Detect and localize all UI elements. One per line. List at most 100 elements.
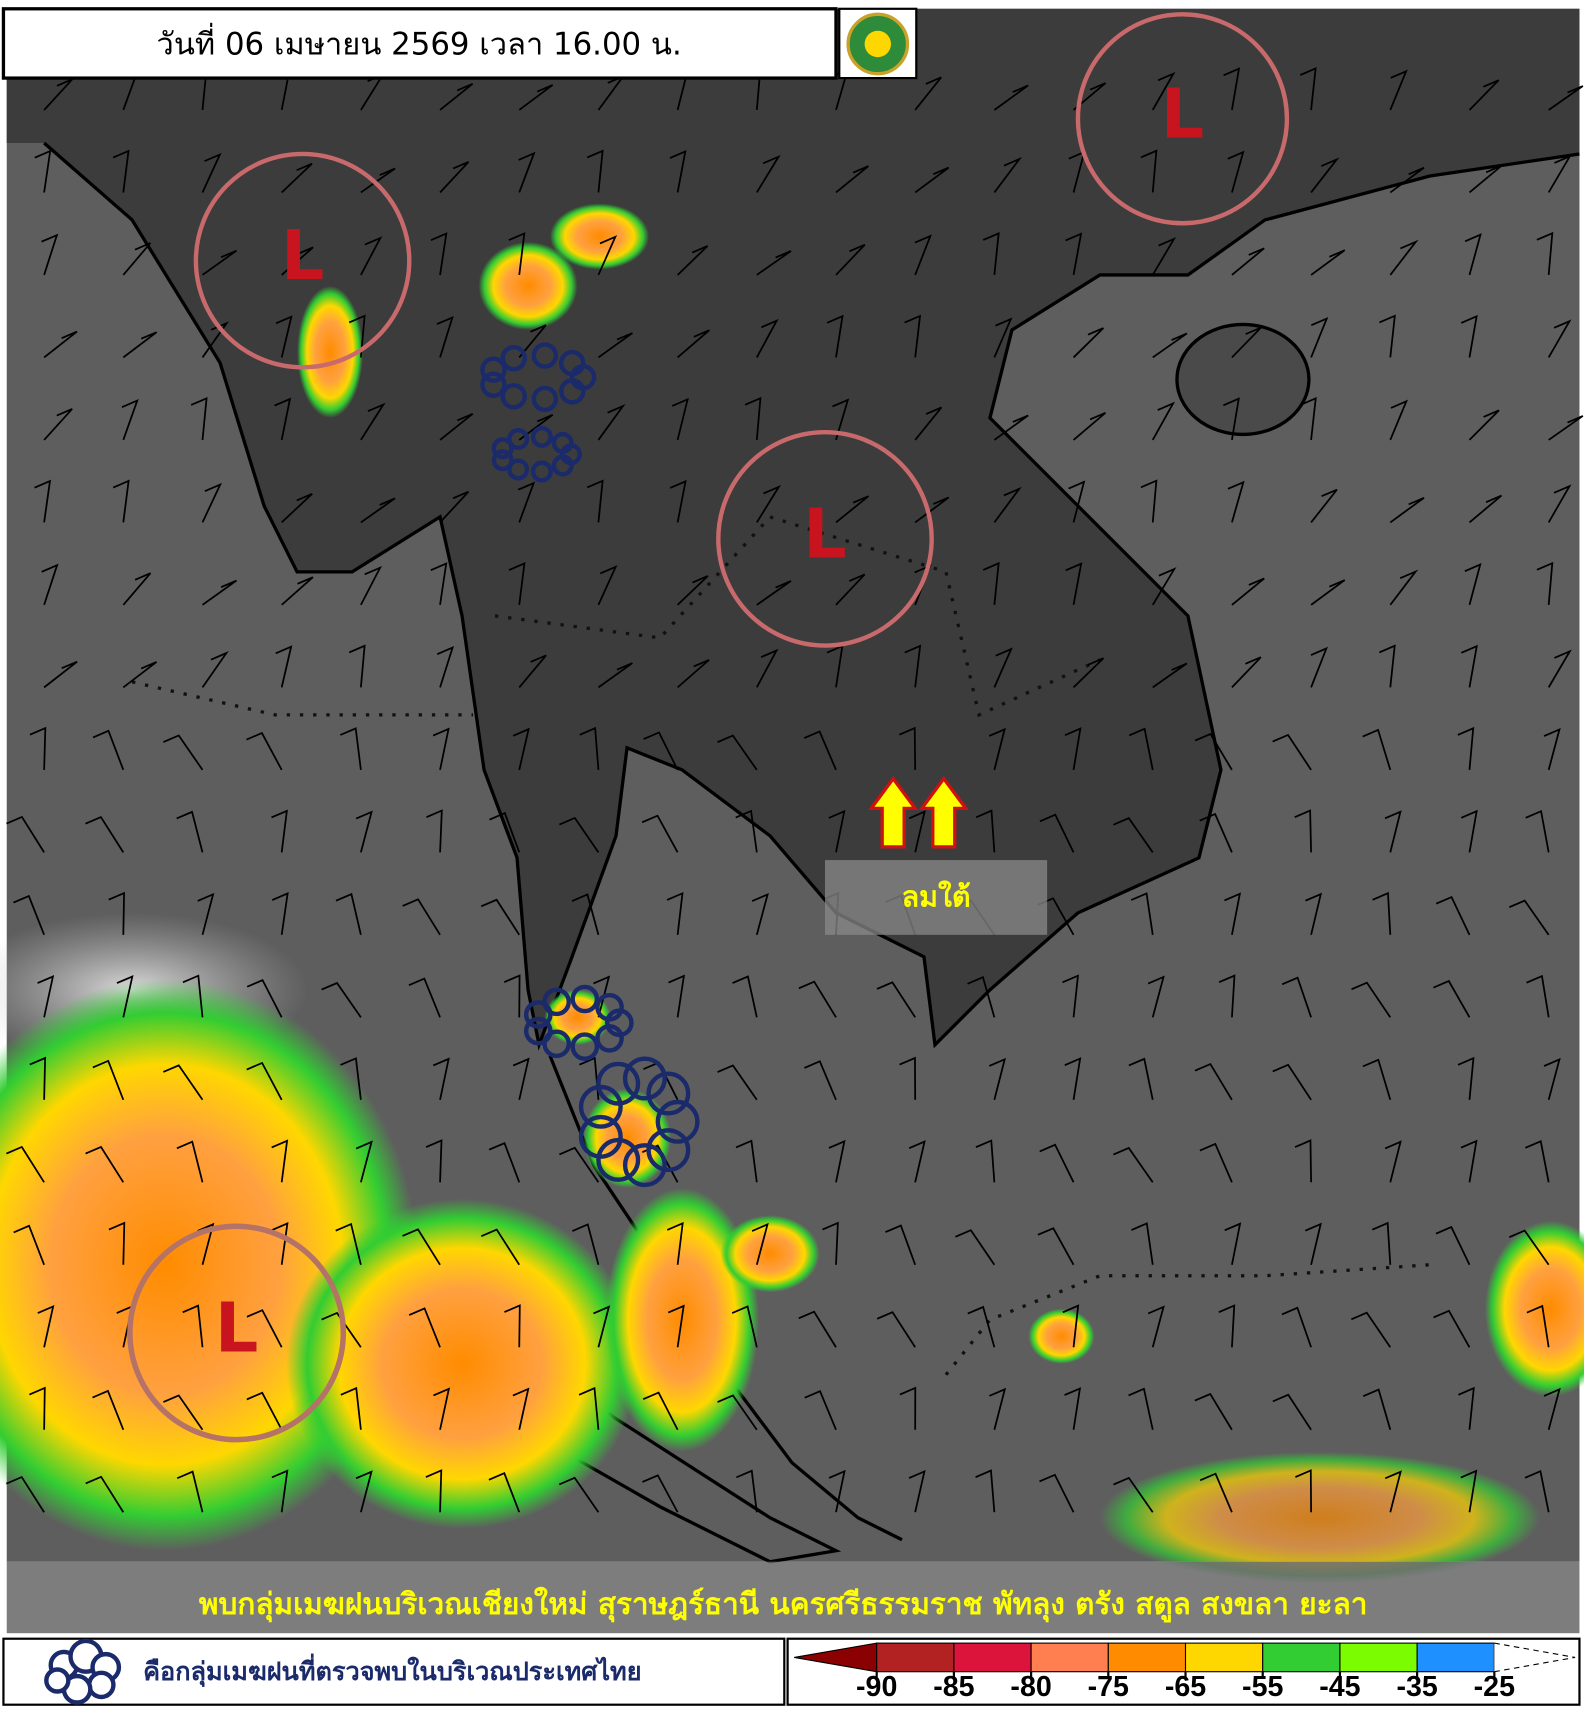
cloud-lobe bbox=[542, 987, 571, 1017]
wind-barb bbox=[1435, 1225, 1471, 1266]
legend-cloud-icon bbox=[44, 1638, 122, 1705]
wind-barb bbox=[1543, 1387, 1561, 1430]
scale-segment bbox=[1416, 1642, 1495, 1673]
cloud-lobe bbox=[551, 431, 574, 454]
wind-barb bbox=[439, 82, 474, 111]
wind-barb bbox=[1281, 976, 1312, 1018]
wind-note-box bbox=[824, 860, 1048, 935]
wind-barb bbox=[360, 236, 383, 276]
wind-barb bbox=[717, 734, 758, 771]
wind-barb bbox=[666, 891, 684, 935]
wind-barb bbox=[37, 975, 55, 1018]
wind-barb bbox=[744, 396, 762, 441]
wind-barb bbox=[1223, 67, 1241, 111]
wind-barb bbox=[1543, 727, 1561, 771]
low-circle bbox=[716, 430, 934, 648]
wind-barb bbox=[433, 1387, 451, 1430]
wind-barb bbox=[751, 1222, 769, 1266]
wind-barb bbox=[92, 1389, 125, 1431]
wind-barb bbox=[1299, 67, 1317, 111]
wind-barb bbox=[1389, 399, 1408, 441]
wind-barb bbox=[1299, 396, 1317, 441]
cloud-lobe bbox=[595, 1024, 624, 1053]
wind-barb bbox=[246, 1391, 283, 1431]
cloud-lobe bbox=[507, 427, 530, 450]
wind-barb bbox=[967, 975, 996, 1018]
coastline bbox=[43, 141, 1580, 1051]
wind-barb bbox=[1281, 1306, 1312, 1348]
wind-barb bbox=[1548, 415, 1584, 441]
cloud-lobe bbox=[531, 385, 559, 413]
wind-barb bbox=[360, 167, 396, 194]
wind-barb bbox=[355, 1140, 373, 1183]
wind-barb bbox=[1305, 892, 1323, 936]
wind-barb bbox=[1272, 733, 1312, 771]
wind-barb bbox=[488, 1141, 521, 1183]
wind-barb bbox=[504, 1304, 521, 1348]
wind-barb bbox=[518, 151, 536, 193]
wind-barb bbox=[1310, 249, 1346, 276]
cloud-lobe bbox=[646, 1128, 691, 1173]
cloud-lobe bbox=[551, 454, 574, 477]
cloud-lobe bbox=[622, 1143, 667, 1188]
wind-barb bbox=[1064, 1057, 1082, 1100]
wind-barb bbox=[1231, 577, 1265, 606]
wind-barb bbox=[355, 810, 373, 853]
wind-barb bbox=[898, 726, 917, 770]
scale-tick-label: -45 bbox=[1319, 1671, 1360, 1703]
wind-barb bbox=[1128, 1057, 1154, 1100]
wind-barb bbox=[1525, 809, 1550, 853]
scale-tick-label: -25 bbox=[1474, 1671, 1515, 1703]
wind-barb bbox=[1151, 401, 1176, 441]
wind-barb bbox=[518, 324, 547, 358]
wind-barb bbox=[1199, 1142, 1233, 1183]
wind-barb bbox=[559, 1146, 600, 1183]
wind-barb bbox=[340, 1057, 362, 1100]
wind-barb bbox=[1536, 561, 1554, 605]
wind-barb bbox=[835, 495, 870, 524]
wind-barb bbox=[512, 1387, 530, 1430]
wind-barb bbox=[281, 576, 314, 606]
cloud-lobe bbox=[596, 1061, 641, 1106]
wind-barb bbox=[1547, 319, 1572, 358]
wind-arrow bbox=[867, 775, 919, 849]
logo-center bbox=[864, 30, 891, 58]
wind-barb bbox=[116, 975, 134, 1018]
storm-cloud bbox=[1028, 1308, 1095, 1364]
cloud-lobe bbox=[507, 458, 530, 481]
wind-barb bbox=[1468, 494, 1503, 524]
wind-barb bbox=[108, 891, 125, 935]
wind-barb bbox=[335, 892, 362, 936]
wind-barb bbox=[1464, 233, 1482, 276]
wind-barb bbox=[339, 727, 362, 770]
wind-barb bbox=[1231, 656, 1262, 688]
scale-tick-label: -75 bbox=[1088, 1671, 1129, 1703]
wind-barb bbox=[756, 154, 781, 193]
wind-barb bbox=[176, 1140, 204, 1183]
wind-barb bbox=[43, 660, 78, 689]
wind-barb bbox=[914, 234, 932, 276]
wind-barb bbox=[439, 490, 470, 524]
wind-barb bbox=[201, 482, 222, 523]
rain-cloud-outline bbox=[491, 425, 582, 483]
storm-cloud bbox=[478, 241, 578, 330]
wind-barb bbox=[671, 397, 689, 441]
wind-barb bbox=[832, 398, 850, 441]
wind-barb bbox=[1384, 1470, 1402, 1513]
wind-barb bbox=[1464, 563, 1482, 606]
wind-barb bbox=[281, 246, 314, 276]
wind-barb bbox=[975, 1139, 996, 1183]
cloud-lobe bbox=[578, 1114, 623, 1159]
wind-barb bbox=[885, 1224, 917, 1266]
wind-barb bbox=[271, 1139, 289, 1183]
wind-barb bbox=[1064, 727, 1082, 771]
wind-barb bbox=[641, 814, 679, 853]
storm-cloud bbox=[286, 1198, 639, 1529]
wind-note: ลมใต้ bbox=[902, 880, 971, 914]
wind-barb bbox=[798, 1310, 837, 1348]
wind-barb bbox=[1131, 1222, 1154, 1265]
wind-barb bbox=[348, 314, 366, 358]
wind-barb bbox=[85, 1475, 125, 1513]
wind-barb bbox=[826, 314, 844, 358]
wind-barb bbox=[182, 1304, 204, 1348]
